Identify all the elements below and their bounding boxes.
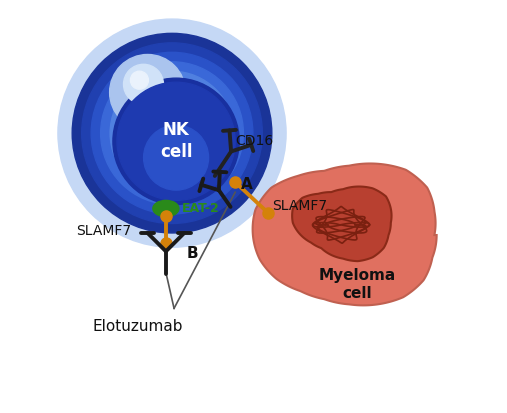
Circle shape: [117, 82, 235, 200]
Circle shape: [110, 55, 186, 131]
Circle shape: [82, 43, 262, 223]
Circle shape: [91, 52, 253, 214]
Text: SLAMF7: SLAMF7: [76, 224, 131, 238]
Circle shape: [138, 100, 205, 166]
Circle shape: [130, 71, 149, 89]
Polygon shape: [252, 164, 437, 305]
Circle shape: [58, 19, 286, 247]
Circle shape: [124, 64, 163, 104]
Circle shape: [72, 33, 272, 233]
Text: EAT-2: EAT-2: [182, 202, 220, 215]
Text: B: B: [186, 246, 198, 261]
Circle shape: [143, 125, 208, 190]
Text: A: A: [241, 177, 253, 192]
Text: Elotuzumab: Elotuzumab: [92, 318, 183, 334]
Ellipse shape: [153, 200, 179, 217]
Circle shape: [148, 109, 196, 157]
Polygon shape: [292, 187, 391, 261]
Circle shape: [129, 90, 215, 176]
Circle shape: [100, 62, 243, 204]
Text: Myeloma
cell: Myeloma cell: [319, 268, 396, 301]
Text: SLAMF7: SLAMF7: [272, 199, 327, 214]
Text: NK
cell: NK cell: [160, 121, 192, 161]
Circle shape: [113, 78, 239, 204]
Circle shape: [110, 71, 234, 195]
Text: CD16: CD16: [235, 134, 273, 148]
Circle shape: [120, 81, 225, 185]
